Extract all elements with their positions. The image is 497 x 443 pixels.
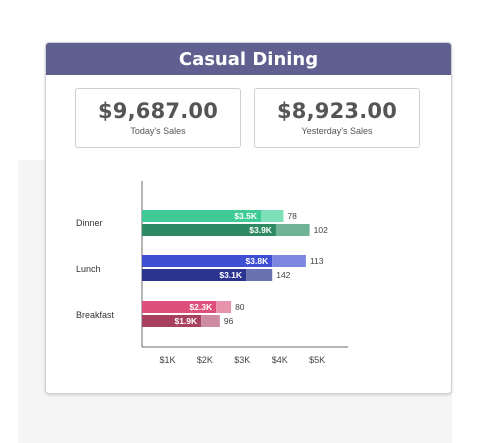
- sales-data-label: $1.9K: [174, 316, 198, 326]
- page-background-left: [0, 160, 18, 443]
- sales-bar: [142, 301, 217, 313]
- sales-bar: [142, 224, 276, 236]
- page-background-right: [452, 160, 497, 443]
- count-extension-bar: [275, 224, 310, 236]
- category-label-lunch: Lunch: [76, 264, 101, 274]
- todays-sales-kpi: $9,687.00 Today's Sales: [75, 88, 241, 148]
- x-tick-label: $1K: [159, 355, 175, 365]
- sales-data-label: $2.3K: [189, 302, 213, 312]
- sales-data-label: $3.5K: [234, 211, 258, 221]
- category-label-breakfast: Breakfast: [76, 310, 115, 320]
- sales-bar: [142, 210, 261, 222]
- count-extension-bar: [216, 301, 232, 313]
- count-extension-bar: [246, 269, 273, 281]
- count-extension-bar: [201, 315, 220, 327]
- sales-bar: [142, 255, 273, 267]
- yesterdays-sales-kpi: $8,923.00 Yesterday's Sales: [254, 88, 420, 148]
- sales-bar: [142, 315, 202, 327]
- count-extension-bar: [261, 210, 284, 222]
- todays-sales-label: Today's Sales: [130, 126, 186, 136]
- todays-sales-value: $9,687.00: [97, 99, 219, 123]
- count-data-label: 113: [310, 256, 324, 266]
- yesterdays-sales-value: $8,923.00: [276, 99, 398, 123]
- count-data-label: 96: [224, 316, 234, 326]
- count-data-label: 102: [314, 225, 328, 235]
- x-tick-label: $3K: [234, 355, 250, 365]
- category-label-dinner: Dinner: [76, 218, 103, 228]
- x-tick-label: $5K: [309, 355, 325, 365]
- casual-dining-card: Casual Dining $9,687.00 Today's Sales $8…: [45, 42, 452, 394]
- count-extension-bar: [272, 255, 306, 267]
- count-data-label: 80: [235, 302, 245, 312]
- card-title: Casual Dining: [46, 43, 451, 75]
- sales-data-label: $3.8K: [246, 256, 270, 266]
- count-data-label: 78: [287, 211, 297, 221]
- count-data-label: 142: [276, 270, 290, 280]
- x-tick-label: $2K: [197, 355, 213, 365]
- x-tick-label: $4K: [272, 355, 288, 365]
- sales-data-label: $3.1K: [219, 270, 243, 280]
- yesterdays-sales-label: Yesterday's Sales: [301, 126, 373, 136]
- sales-bar: [142, 269, 247, 281]
- sales-data-label: $3.9K: [249, 225, 273, 235]
- sales-bar-chart: $1K $2K $3K $4K $5K Dinner $3.5K 78 $3.9K 102 Lunc…: [76, 181, 348, 365]
